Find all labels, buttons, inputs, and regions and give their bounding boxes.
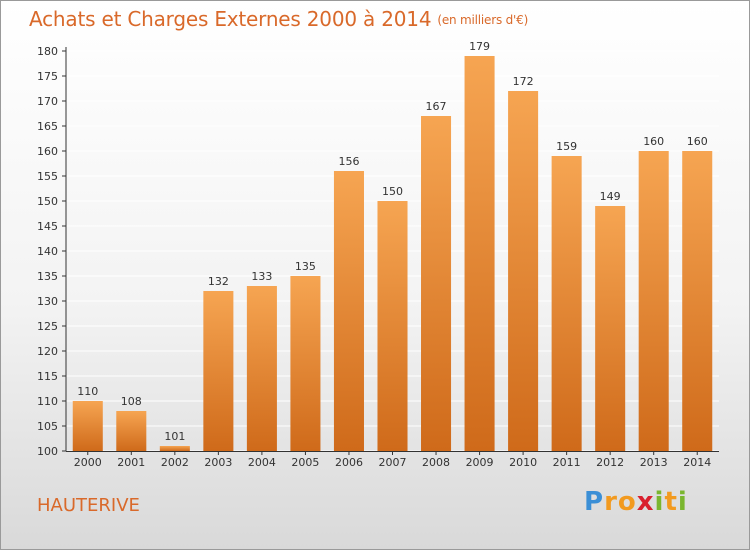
y-tick-label: 180 [37,45,58,58]
logo-letter: x [636,487,655,517]
x-tick-label: 2006 [335,456,363,469]
data-label: 156 [338,155,359,168]
bar-2010 [508,91,539,451]
bar-2012 [595,206,626,451]
x-tick-label: 2003 [204,456,232,469]
bar-2011 [551,156,582,451]
x-tick-label: 2013 [640,456,668,469]
bar-2014 [682,151,713,451]
x-tick-label: 2005 [291,456,319,469]
data-label: 160 [643,135,664,148]
chart-title-text: Achats et Charges Externes 2000 à 2014 [29,7,432,31]
y-tick-label: 105 [37,420,58,433]
bar-2001 [116,411,147,451]
bar-2002 [159,446,190,451]
x-tick-label: 2009 [466,456,494,469]
data-label: 135 [295,260,316,273]
logo-letter: i [654,487,665,517]
x-tick-label: 2014 [683,456,711,469]
x-tick-label: 2012 [596,456,624,469]
x-tick-label: 2010 [509,456,537,469]
bar-2005 [290,276,321,451]
x-tick-label: 2002 [161,456,189,469]
bar-2013 [638,151,669,451]
y-tick-label: 150 [37,195,58,208]
logo-letter: i [677,487,688,517]
data-label: 132 [208,275,229,288]
x-tick-label: 2008 [422,456,450,469]
data-label: 172 [513,75,534,88]
y-tick-label: 110 [37,395,58,408]
bar-2003 [203,291,234,451]
y-tick-label: 125 [37,320,58,333]
data-label: 133 [251,270,272,283]
data-label: 110 [77,385,98,398]
bar-2007 [377,201,408,451]
bar-2000 [72,401,103,451]
bars [72,56,713,451]
data-label: 167 [426,100,447,113]
logo-letter: r [604,487,618,517]
y-tick-label: 140 [37,245,58,258]
chart-title: Achats et Charges Externes 2000 à 2014 (e… [29,7,528,31]
data-label: 159 [556,140,577,153]
commune-name: HAUTERIVE [37,495,140,516]
y-tick-label: 145 [37,220,58,233]
data-label: 108 [121,395,142,408]
y-tick-label: 120 [37,345,58,358]
proxiti-logo[interactable]: Proxiti [584,487,688,517]
data-label: 179 [469,40,490,53]
logo-letter: t [664,487,678,517]
bar-2009 [464,56,495,451]
x-tick-label: 2007 [379,456,407,469]
y-tick-label: 175 [37,70,58,83]
y-tick-label: 100 [37,445,58,458]
y-tick-label: 160 [37,145,58,158]
y-tick-label: 170 [37,95,58,108]
y-tick-label: 155 [37,170,58,183]
x-tick-label: 2011 [553,456,581,469]
x-tick-label: 2000 [74,456,102,469]
chart-subtitle: (en milliers d'€) [437,13,529,27]
x-tick-label: 2001 [117,456,145,469]
y-tick-label: 165 [37,120,58,133]
data-label: 101 [164,430,185,443]
x-tick-label: 2004 [248,456,276,469]
data-labels: 110 108 101 132 133 135 156 150 167 179 172 159 149 1… [77,40,707,443]
y-tick-label: 115 [37,370,58,383]
logo-letter: o [617,487,637,517]
logo-letter: P [584,487,605,517]
data-label: 149 [600,190,621,203]
axes: 100 105 110 115 120 125 130 135 140 145 150 155 160 1… [37,45,719,469]
bar-2006 [333,171,364,451]
y-tick-label: 135 [37,270,58,283]
bar-2008 [421,116,452,451]
data-label: 160 [687,135,708,148]
data-label: 150 [382,185,403,198]
y-tick-label: 130 [37,295,58,308]
bar-2004 [246,286,277,451]
